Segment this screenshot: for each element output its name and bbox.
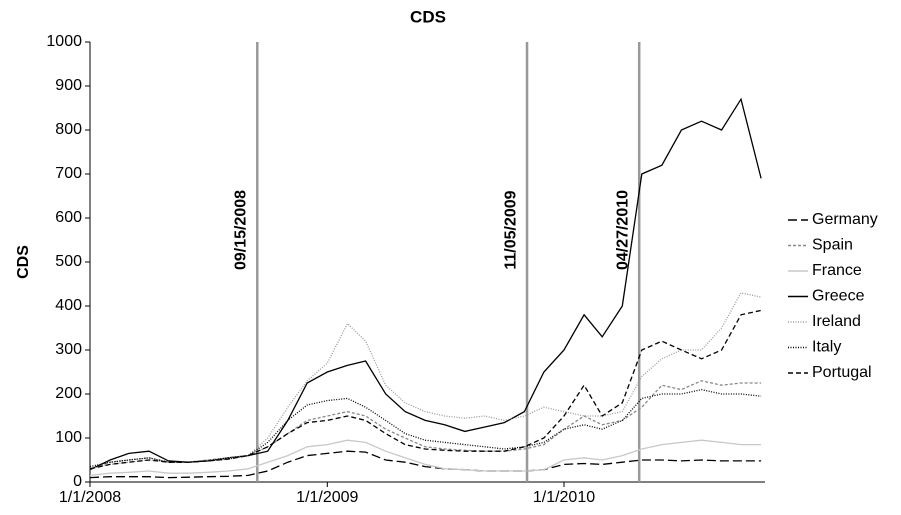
y-tick-label: 600	[55, 209, 82, 226]
y-tick-label: 700	[55, 165, 82, 182]
series-line	[89, 309, 762, 470]
chart-title: CDS	[410, 7, 446, 26]
x-tick-label: 1/1/2010	[533, 489, 595, 506]
series-line	[89, 97, 762, 471]
y-tick-label: 0	[73, 473, 82, 490]
series-line	[89, 439, 762, 477]
y-tick-label: 900	[55, 77, 82, 94]
y-tick-label: 100	[55, 429, 82, 446]
y-axis-label: CDS	[15, 245, 32, 279]
series-line	[89, 450, 762, 479]
series-line	[89, 380, 762, 470]
x-tick-label: 1/1/2009	[296, 489, 358, 506]
event-label: 04/27/2010	[614, 190, 631, 270]
y-tick-label: 400	[55, 297, 82, 314]
event-label: 09/15/2008	[233, 190, 250, 270]
y-tick-label: 300	[55, 341, 82, 358]
legend-label: Italy	[812, 339, 841, 356]
legend-label: France	[812, 262, 862, 279]
y-tick-label: 500	[55, 253, 82, 270]
legend-label: Portugal	[812, 364, 872, 381]
legend-label: Ireland	[812, 313, 861, 330]
legend-label: Spain	[812, 237, 853, 254]
legend-label: Greece	[812, 288, 865, 305]
y-tick-label: 800	[55, 121, 82, 138]
series-line	[89, 292, 762, 470]
y-tick-label: 200	[55, 385, 82, 402]
x-tick-label: 1/1/2008	[59, 489, 121, 506]
series-line	[89, 388, 762, 468]
y-tick-label: 1000	[46, 33, 82, 50]
legend-label: Germany	[812, 211, 878, 228]
event-label: 11/05/2009	[502, 190, 519, 269]
